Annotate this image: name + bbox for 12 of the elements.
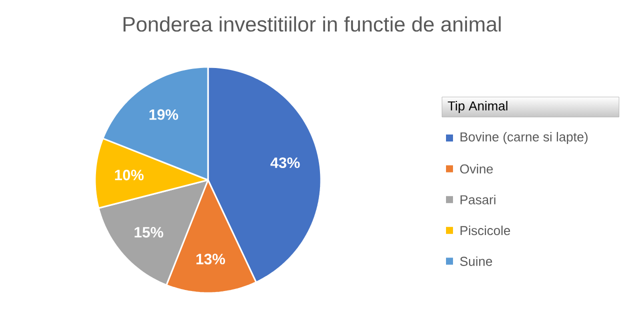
legend-label: Bovine (carne si lapte) [460, 132, 588, 144]
legend-label: Pasari [460, 194, 496, 204]
legend-title: Tip Animal [448, 100, 508, 114]
data-label: 10% [115, 170, 144, 180]
legend-label: Suine [460, 256, 492, 266]
data-label: 15% [134, 227, 164, 238]
data-label: 13% [196, 254, 226, 264]
chart-title: Ponderea investitiilor in functie de animal [124, 16, 501, 32]
data-label: 19% [150, 109, 178, 120]
data-label: 43% [270, 157, 300, 168]
legend-label: Ovine [460, 164, 493, 174]
legend-label: Piscicole [460, 226, 510, 236]
